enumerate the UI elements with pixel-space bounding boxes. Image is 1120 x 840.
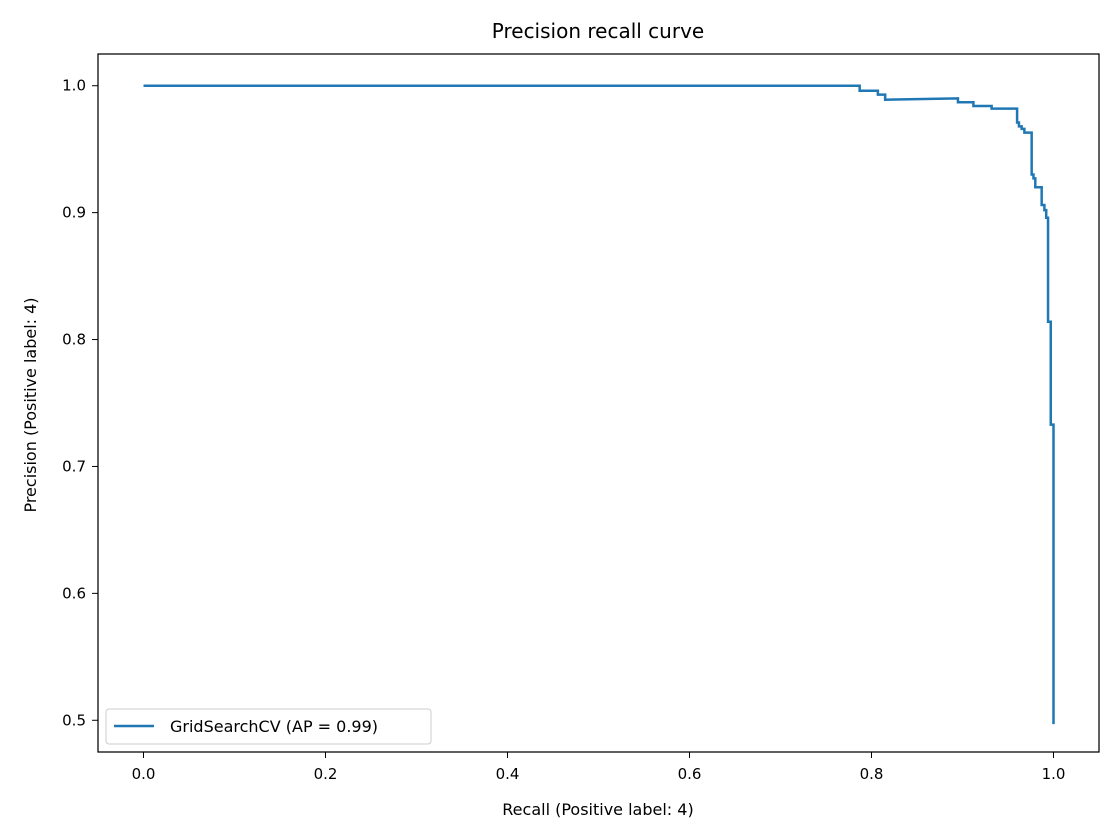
series-line (143, 84, 1055, 725)
y-tick-label: 0.5 (62, 711, 86, 729)
y-tick-label: 0.8 (62, 331, 86, 349)
y-tick-label: 0.9 (62, 204, 86, 222)
legend-box (105, 708, 432, 745)
y-tick-label: 0.6 (62, 584, 86, 602)
x-tick-label: 1.0 (1042, 765, 1066, 783)
y-tick-label: 0.7 (62, 457, 86, 475)
chart-title: Precision recall curve (492, 19, 704, 43)
axis-ticks: 0.0 0.2 0.4 0.6 0.8 1.0 0.5 0.6 0.7 0.8 0.9 1.0 (62, 77, 1065, 783)
y-tick-label: 1.0 (62, 77, 86, 95)
x-tick-label: 0.6 (678, 765, 702, 783)
series-layer (143, 84, 1055, 725)
x-tick-label: 0.2 (314, 765, 338, 783)
x-axis-label: Recall (Positive label: 4) (502, 800, 693, 819)
x-tick-label: 0.8 (860, 765, 884, 783)
x-tick-label: 0.4 (496, 765, 520, 783)
y-axis-label: Precision (Positive label: 4) (21, 297, 40, 512)
plot-frame (97, 53, 1100, 753)
legend-label: GridSearchCV (AP = 0.99) (170, 717, 378, 736)
x-tick-label: 0.0 (132, 765, 156, 783)
legend: GridSearchCV (AP = 0.99) (105, 708, 432, 745)
